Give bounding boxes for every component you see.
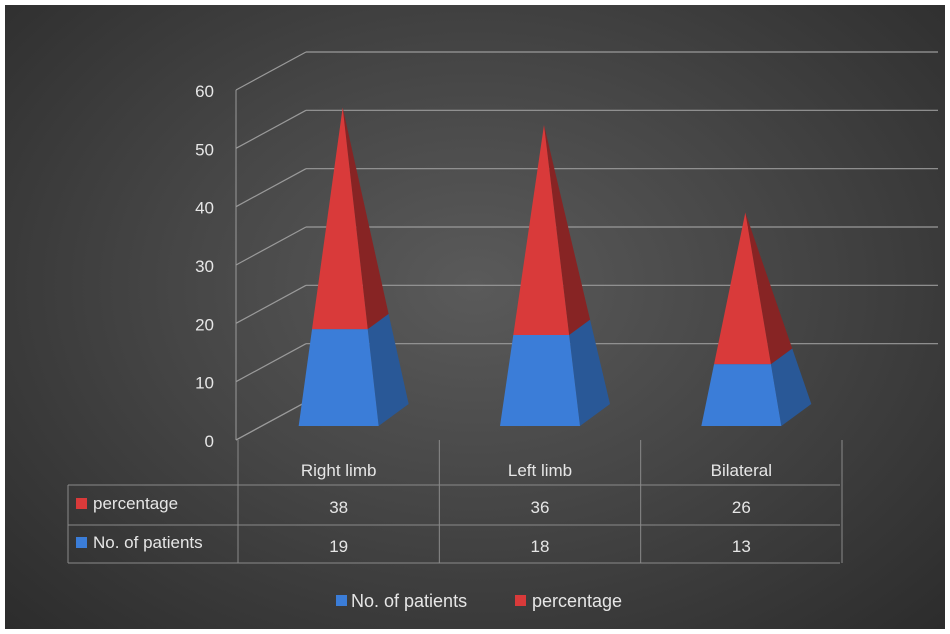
- pyramid-segment-no-of-patients: [701, 364, 782, 426]
- pyramid-side-percentage: [544, 125, 591, 335]
- pyramid-segment-no-of-patients: [500, 335, 580, 426]
- category-label: Bilateral: [711, 461, 772, 480]
- legend-swatch-percentage: [76, 498, 87, 509]
- y-tick-label: 30: [195, 257, 214, 276]
- legend-label-percentage: percentage: [532, 591, 622, 611]
- category-label: Right limb: [301, 461, 377, 480]
- y-tick-label: 60: [195, 82, 214, 101]
- y-tick-label: 10: [195, 374, 214, 393]
- y-tick-label: 0: [205, 432, 214, 451]
- y-tick-label: 40: [195, 199, 214, 218]
- gridline-diagonal: [235, 226, 307, 266]
- y-tick-label: 50: [195, 140, 214, 159]
- table-row-header-percentage: percentage: [93, 494, 178, 513]
- legend-swatch-percentage: [515, 595, 526, 606]
- gridline-diagonal: [235, 284, 307, 324]
- pyramid-side-no-of-patients: [770, 348, 812, 426]
- table-value-percentage: 26: [732, 498, 751, 517]
- legend-swatch-no-of-patients: [76, 537, 87, 548]
- floor-edge: [235, 401, 307, 441]
- gridline-diagonal: [235, 343, 307, 383]
- pyramid-side-percentage: [745, 212, 793, 365]
- table-value-no-of-patients: 19: [329, 537, 348, 556]
- gridline-diagonal: [235, 51, 307, 91]
- table-value-percentage: 36: [531, 498, 550, 517]
- pyramid-segment-percentage: [312, 107, 368, 330]
- category-label: Left limb: [508, 461, 572, 480]
- table-value-no-of-patients: 13: [732, 537, 751, 556]
- pyramid-side-percentage: [342, 107, 389, 330]
- pyramid-side-no-of-patients: [367, 313, 409, 426]
- gridline-diagonal: [235, 109, 307, 149]
- pyramid-side-no-of-patients: [569, 319, 610, 426]
- pyramid-segment-percentage: [714, 212, 771, 365]
- legend-swatch-no-of-patients: [336, 595, 347, 606]
- gridline-diagonal: [235, 168, 307, 208]
- table-row-header-no-of-patients: No. of patients: [93, 533, 203, 552]
- table-value-no-of-patients: 18: [531, 537, 550, 556]
- pyramid-segment-no-of-patients: [298, 329, 379, 426]
- legend-label-no-of-patients: No. of patients: [351, 591, 467, 611]
- y-tick-label: 20: [195, 315, 214, 334]
- pyramid-segment-percentage: [513, 125, 570, 335]
- table-value-percentage: 38: [329, 498, 348, 517]
